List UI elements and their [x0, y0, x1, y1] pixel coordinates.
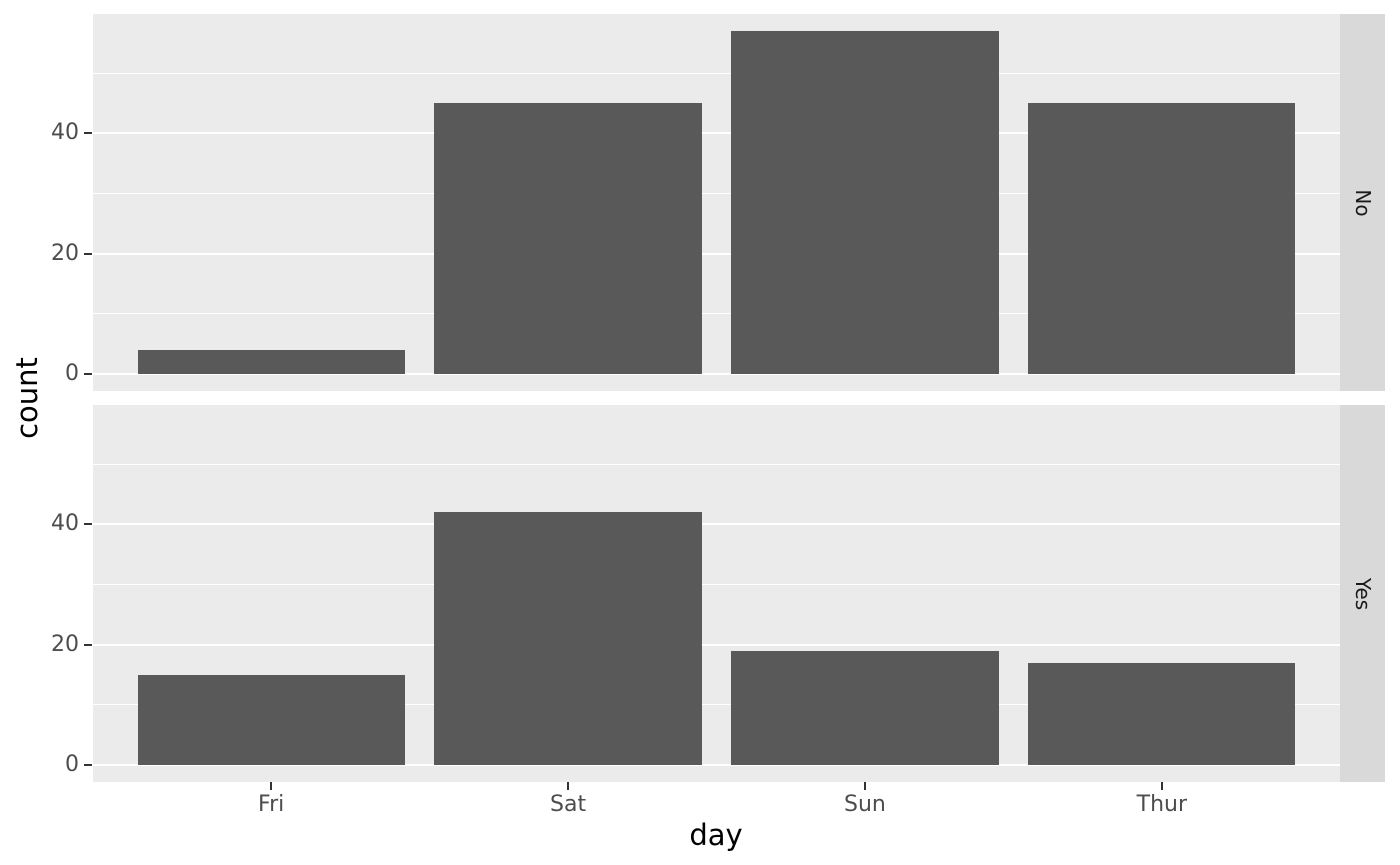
- gridline-major-yes-40: [93, 523, 1340, 526]
- gridline-major-yes-0: [93, 763, 1340, 766]
- bar-no-thur: [1028, 103, 1296, 374]
- gridline-major-no-40: [93, 132, 1340, 135]
- y-tick-label-yes-0: 0: [65, 751, 79, 777]
- x-tick-mark-fri: [270, 782, 273, 790]
- gridline-major-no-0: [93, 372, 1340, 375]
- y-tick-mark-yes-40: [84, 523, 92, 526]
- x-tick-label-sat: Sat: [550, 792, 587, 817]
- bar-no-fri: [137, 349, 405, 374]
- y-tick-label-no-40: 40: [51, 120, 79, 146]
- facet-strip-no: [1340, 14, 1385, 391]
- y-tick-label-no-20: 20: [51, 240, 79, 266]
- gridline-minor-no-50: [93, 72, 1340, 74]
- y-tick-mark-no-0: [84, 372, 92, 375]
- facet-strip-label-no: No: [1350, 188, 1375, 217]
- gridline-major-yes-20: [93, 643, 1340, 646]
- gridline-minor-no-10: [93, 313, 1340, 315]
- facet-strip-label-yes: Yes: [1350, 577, 1375, 610]
- y-tick-mark-no-40: [84, 132, 92, 135]
- y-tick-label-no-0: 0: [65, 360, 79, 386]
- x-tick-label-sun: Sun: [844, 792, 886, 817]
- gridline-minor-yes-30: [93, 583, 1340, 585]
- facet-strip-yes: [1340, 405, 1385, 782]
- x-tick-label-fri: Fri: [258, 792, 285, 817]
- bar-yes-sun: [731, 650, 999, 765]
- x-tick-label-thur: Thur: [1136, 792, 1188, 817]
- y-tick-label-yes-40: 40: [51, 511, 79, 537]
- y-tick-mark-no-20: [84, 252, 92, 255]
- bar-no-sat: [434, 103, 702, 374]
- gridline-major-no-20: [93, 252, 1340, 255]
- bar-yes-sat: [434, 512, 702, 765]
- y-tick-mark-yes-20: [84, 643, 92, 646]
- gridline-minor-yes-10: [93, 704, 1340, 706]
- gridline-minor-yes-50: [93, 463, 1340, 465]
- x-axis-title: day: [689, 818, 743, 852]
- x-tick-mark-sat: [567, 782, 570, 790]
- x-tick-mark-thur: [1160, 782, 1163, 790]
- bar-no-sun: [731, 31, 999, 374]
- bar-yes-fri: [137, 674, 405, 765]
- bar-yes-thur: [1028, 662, 1296, 765]
- x-tick-mark-sun: [863, 782, 866, 790]
- gridline-minor-no-30: [93, 192, 1340, 194]
- y-tick-label-yes-20: 20: [51, 631, 79, 657]
- y-tick-mark-yes-0: [84, 763, 92, 766]
